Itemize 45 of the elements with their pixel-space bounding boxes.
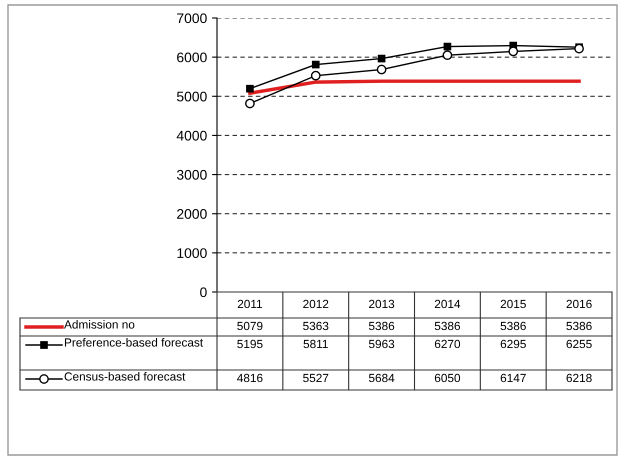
data-label: 5527 — [303, 374, 328, 382]
data-label: 6255 — [566, 340, 592, 348]
point — [312, 60, 320, 68]
x-tick-label: 2016 — [566, 300, 592, 308]
point — [508, 46, 518, 56]
x-tick-label: 2015 — [500, 300, 526, 308]
y-tick-label: 7000 — [177, 13, 207, 24]
y-tick-label: 4000 — [176, 130, 207, 141]
x-tick-label: 2014 — [434, 300, 460, 308]
legend-label: Admission no — [64, 320, 134, 329]
data-label: 5386 — [500, 322, 526, 330]
point — [442, 50, 452, 60]
x-tick-label: 2011 — [238, 300, 262, 308]
data-label: 5684 — [368, 374, 394, 382]
legend-label: Census-based forecast — [64, 372, 186, 381]
y-tick-label: 3000 — [176, 170, 207, 180]
point — [376, 64, 386, 74]
data-label: 6050 — [434, 374, 460, 382]
y-tick-label: 5000 — [176, 92, 207, 102]
data-label: 6270 — [434, 340, 460, 348]
x-tick-label: 2013 — [369, 300, 394, 308]
data-label: 5811 — [304, 340, 328, 348]
data-label: 6295 — [500, 340, 526, 348]
data-label: 5386 — [434, 322, 460, 330]
x-tick-label: 2012 — [303, 300, 328, 308]
point — [310, 70, 321, 81]
data-label: 6147 — [500, 374, 526, 382]
data-label: 5079 — [237, 322, 262, 330]
data-label: 5195 — [237, 340, 263, 348]
point — [378, 54, 386, 62]
data-label: 5363 — [303, 322, 328, 330]
point — [246, 84, 254, 92]
y-tick-label: 0 — [200, 287, 207, 298]
data-label: 5386 — [566, 322, 592, 330]
y-tick-label: 1000 — [177, 248, 207, 258]
legend-label: Preference-based forecast — [64, 338, 204, 347]
y-tick-label: 2000 — [177, 209, 207, 219]
point — [444, 42, 452, 50]
y-tick-label: 6000 — [177, 52, 207, 62]
point — [574, 44, 584, 54]
data-label: 4816 — [237, 374, 263, 382]
point — [245, 98, 255, 108]
data-label: 6218 — [566, 374, 592, 382]
data-label: 5386 — [368, 322, 394, 330]
data-label: 5963 — [368, 340, 394, 348]
